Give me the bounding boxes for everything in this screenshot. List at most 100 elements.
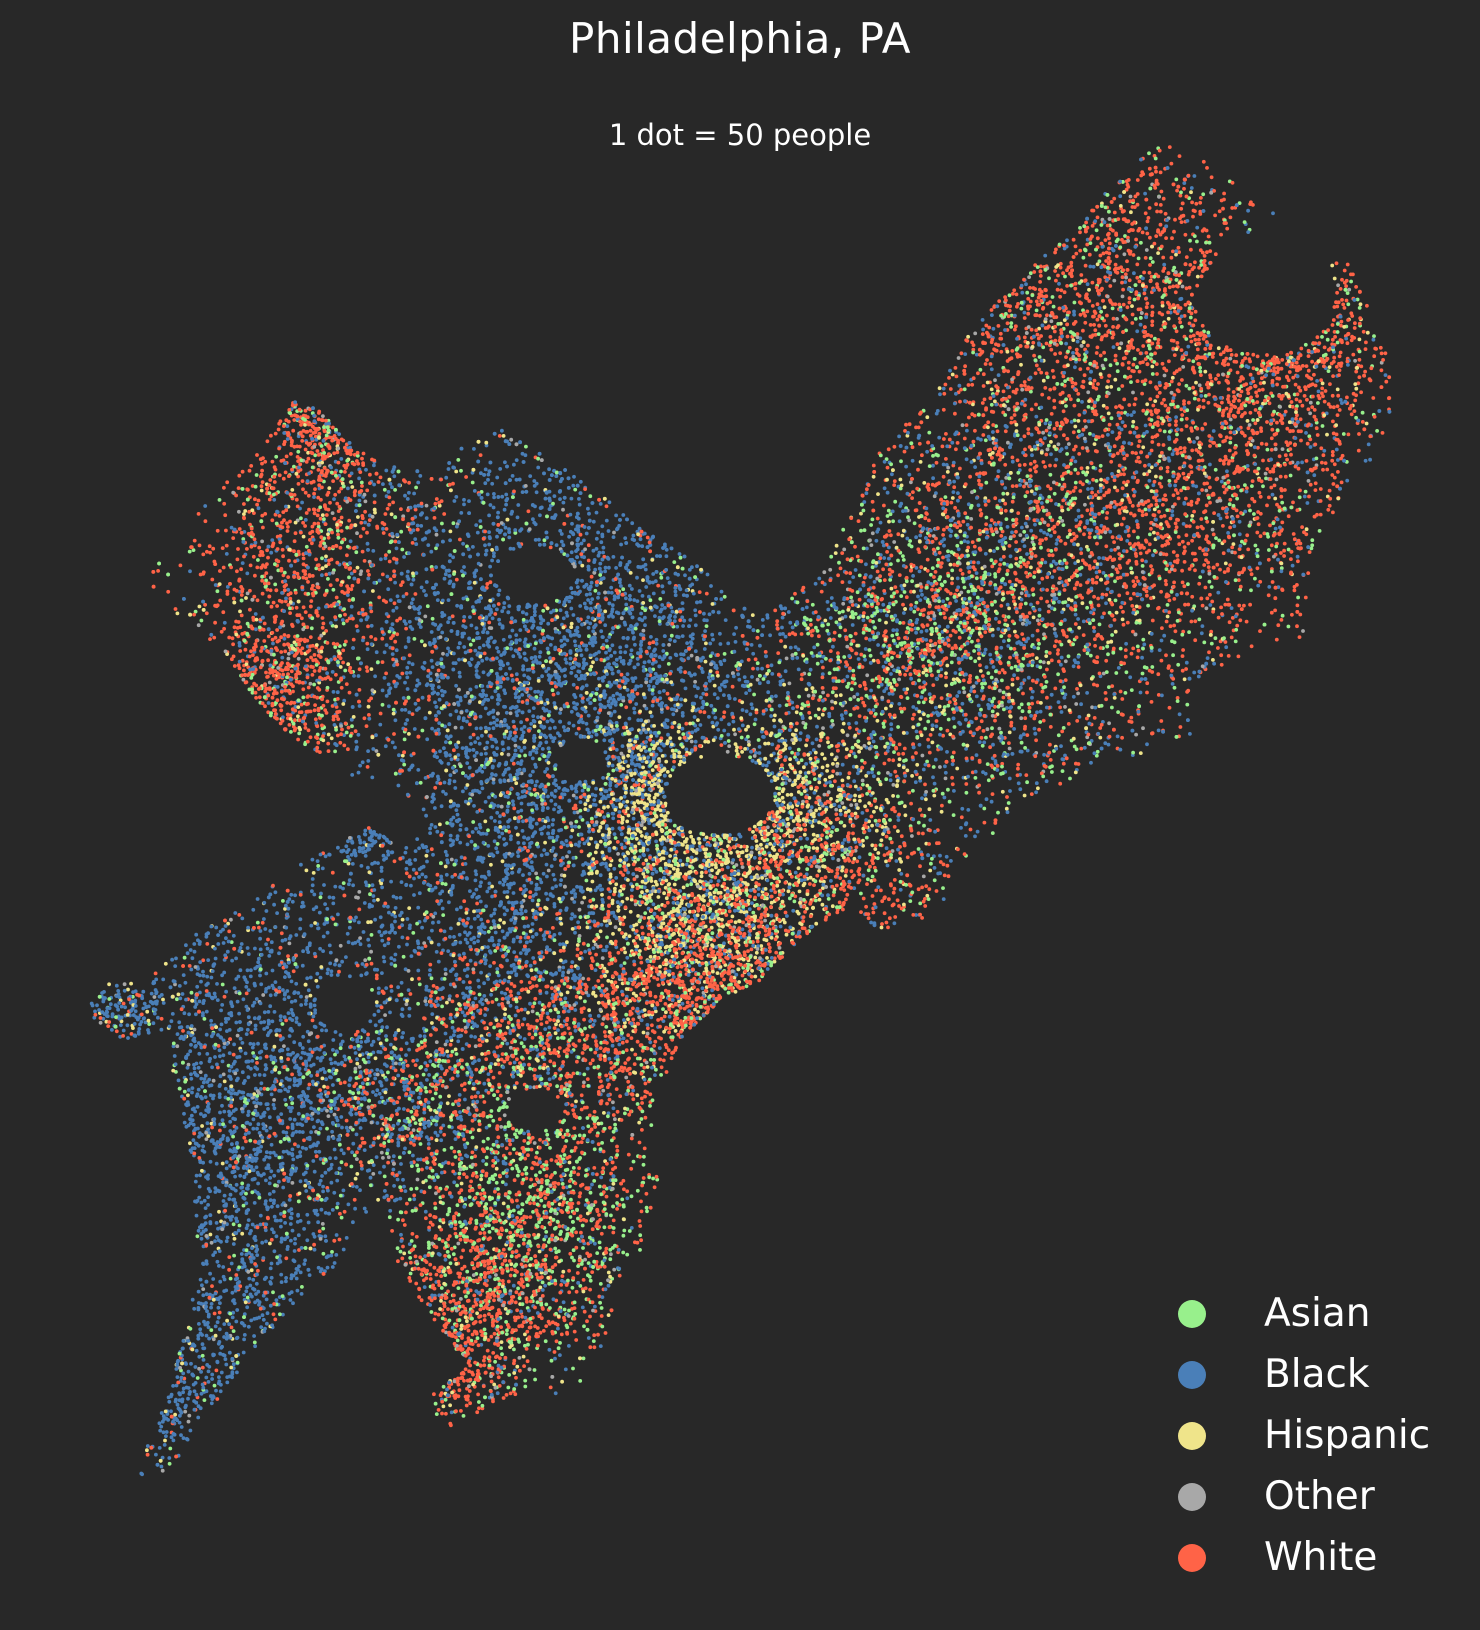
dot-black [579,541,584,546]
dot-black [578,973,582,978]
dot-black [511,799,515,804]
dot-black [443,572,448,577]
dot-black [532,733,537,738]
dot-black [456,645,461,650]
dot-black [503,481,508,486]
dot-black [548,892,553,896]
dot-black [356,770,361,775]
dot-white [414,871,419,876]
dot-black [488,721,493,726]
dot-black [593,706,597,711]
dot-black [605,656,610,661]
dot-black [495,850,500,855]
dot-black [446,646,450,651]
dot-black [386,849,390,854]
dot-black [514,638,519,643]
dot-black [614,610,619,615]
dot-black [715,696,720,700]
dot-black [513,909,517,914]
dot-black [406,577,411,581]
dot-black [478,714,483,719]
dot-black [414,542,419,546]
dot-black [521,819,525,824]
dot-black [505,661,510,666]
dot-black [374,733,378,738]
dot-white [428,962,433,967]
dot-black [417,622,422,626]
dot-black [462,951,466,956]
dot-other [641,628,646,633]
dot-black [531,517,535,522]
dot-black [357,476,361,481]
dot-black [447,994,452,998]
dot-black [575,555,579,559]
dot-black [500,609,505,614]
dot-black [592,558,597,562]
dot-black [573,894,577,899]
dot-black [624,596,628,601]
dot-asian [666,662,671,666]
dot-black [522,745,527,750]
dot-white [604,504,609,509]
dot-black [667,1014,672,1019]
dot-black [694,694,699,699]
dot-black [472,892,476,896]
dot-white [777,672,781,677]
dot-black [448,713,453,717]
dot-black [869,688,873,693]
dot-black [305,976,310,981]
dot-black [793,870,798,875]
dot-black [566,486,571,490]
dot-black [428,826,432,831]
dot-black [507,442,512,446]
dot-black [393,906,398,910]
dot-black [546,673,551,678]
dot-black [389,879,393,884]
dot-black [558,908,563,913]
dot-asian [624,607,629,611]
dot-black [401,696,406,700]
dot-black [544,862,549,867]
dot-black [435,829,440,834]
dot-black [596,605,601,609]
dot-black [429,549,434,554]
dot-black [411,1153,415,1158]
dot-black [407,551,411,556]
dot-white [573,657,578,661]
dot-black [711,609,716,614]
dot-black [345,931,350,936]
dot-black [523,624,527,629]
dot-black [639,684,643,688]
dot-black [468,663,473,667]
dot-black [436,627,441,631]
dot-hispanic [480,622,485,626]
dot-black [502,890,507,894]
dot-black [547,478,552,482]
dot-black [574,628,578,633]
dot-black [434,565,438,570]
dot-other [404,1002,409,1007]
dot-black [454,683,458,688]
dot-black [485,630,490,635]
dot-black [710,720,715,725]
dot-asian [605,683,610,688]
dot-hispanic [597,683,602,688]
dot-white [524,783,529,788]
dot-black [528,822,533,827]
dot-hispanic [532,724,537,729]
dot-black [580,889,585,894]
dot-black [483,552,488,557]
dot-black [173,964,178,968]
dot-black [544,990,549,995]
dot-black [569,784,574,789]
dot-black [586,862,590,867]
dot-black [481,670,486,675]
dot-black [474,568,479,573]
dot-white [624,705,629,710]
dot-black [416,480,421,485]
dot-asian [473,843,477,848]
dot-black [452,935,456,939]
dot-black [606,867,611,872]
dot-black [577,781,581,786]
dot-hispanic [602,496,607,501]
